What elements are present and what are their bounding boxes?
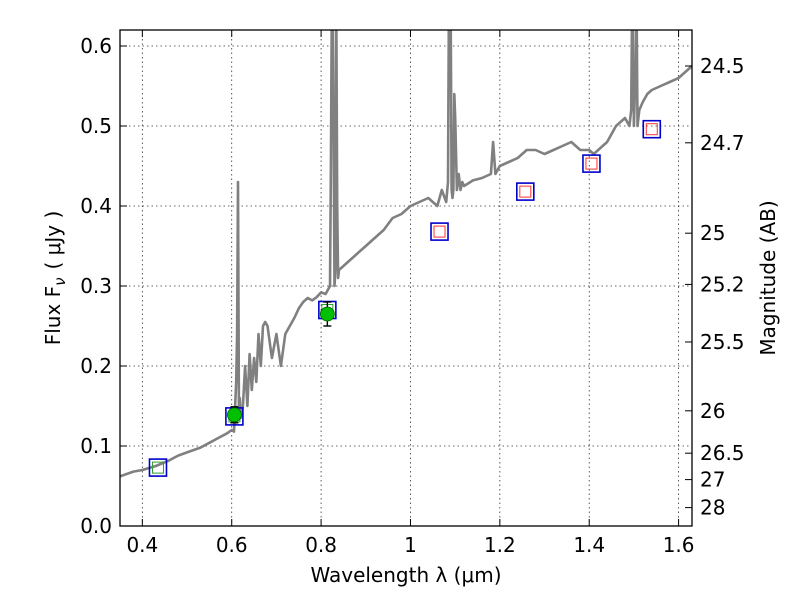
model-band-marker [430,222,449,241]
mag-tick-label: 26.5 [700,441,745,465]
observed-point [319,306,335,322]
spectrum-layer [120,30,692,478]
y-tick-label: 0.6 [80,34,112,58]
mag-tick-label: 25.5 [700,330,745,354]
model-band-marker [516,182,535,201]
tick-layer: 0.4 0.6 0.8 1 1.2 1.4 1.6 0.0 0.1 0.2 0.3 0.4 0.5 0.6… [80,30,745,557]
model-band-inner-marker [585,157,598,170]
x-tick-label: 0.4 [126,533,158,557]
x-tick-label: 0.6 [216,533,248,557]
model-band-inner-marker [645,123,658,136]
x-tick-label: 0.8 [305,533,337,557]
x-tick-label: 1.2 [484,533,516,557]
model-band-inner-marker [433,225,446,238]
mag-tick-label: 24.7 [700,131,745,155]
y-tick-label: 0.5 [80,114,112,138]
mag-tick-label: 27 [700,468,725,492]
y-axis-title-sub: ν [51,277,69,285]
x-tick-label: 1 [404,533,417,557]
mag-tick-label: 25.2 [700,272,745,296]
y-tick-label: 0.4 [80,194,112,218]
y-axis-title-main: Flux F [41,286,65,345]
model-band-inner-marker [519,185,532,198]
y-axis-title-unit: ( μJy ) [41,211,65,270]
y-tick-label: 0.3 [80,274,112,298]
x-tick-label: 1.6 [663,533,695,557]
y-tick-label: 0.2 [80,354,112,378]
model-band-marker [642,119,662,139]
mag-tick-label: 28 [700,496,725,520]
y2-axis-title: Magnitude (AB) [756,200,780,355]
observed-point [226,407,242,423]
y-axis-title: Flux Fν ( μJy ) [41,211,69,346]
mag-tick-label: 26 [700,399,725,423]
plot-frame [119,29,693,527]
y-tick-label: 0.0 [80,514,112,538]
y-tick-label: 0.1 [80,434,112,458]
model-band-marker [582,154,601,173]
model-band-inner-marker [151,461,164,474]
photometry-layer [148,119,662,477]
x-tick-label: 1.4 [573,533,605,557]
mag-tick-label: 24.5 [700,54,745,78]
mag-tick-label: 25 [700,221,725,245]
x-axis-title: Wavelength λ (μm) [310,563,501,587]
spectrum-line [120,30,692,478]
model-band-marker [148,458,168,477]
